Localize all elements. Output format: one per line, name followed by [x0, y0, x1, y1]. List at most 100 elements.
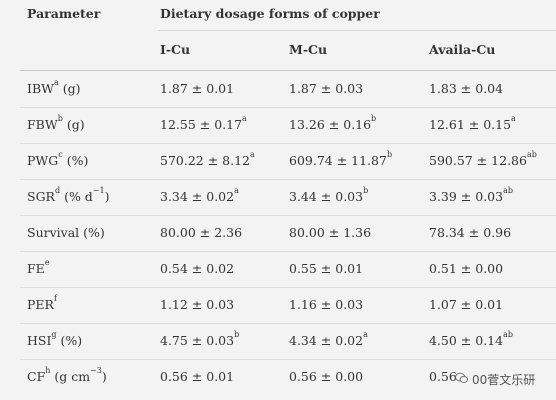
value-text: 0.54 ± 0.02	[160, 261, 235, 276]
value-cell-m-cu: 13.26 ± 0.16b	[289, 114, 377, 132]
value-text: 12.55 ± 0.17	[160, 117, 243, 132]
table-row: PERf 1.12 ± 0.03 1.16 ± 0.03 1.07 ± 0.01	[0, 288, 556, 324]
value-text: 1.16 ± 0.03	[289, 297, 364, 312]
parameter-name: PER	[27, 297, 54, 312]
parameter-unit: (g)	[58, 81, 81, 96]
value-cell-i-cu: 12.55 ± 0.17a	[160, 114, 247, 132]
header-group-title: Dietary dosage forms of copper	[160, 6, 380, 21]
row-divider	[20, 179, 556, 180]
significance-letter: b	[234, 330, 240, 339]
parameter-cell: SGRd (% d−1)	[27, 186, 110, 204]
significance-letter: a	[250, 150, 255, 159]
row-divider	[20, 251, 556, 252]
value-text: 13.26 ± 0.16	[289, 117, 372, 132]
value-cell-i-cu: 570.22 ± 8.12a	[160, 150, 255, 168]
value-cell-m-cu: 1.16 ± 0.03	[289, 297, 363, 312]
table-row: PWGc (%) 570.22 ± 8.12a 609.74 ± 11.87b 590…	[0, 144, 556, 180]
footnote-marker: h	[45, 366, 51, 375]
value-text: 1.87 ± 0.03	[289, 81, 364, 96]
value-cell-i-cu: 4.75 ± 0.03b	[160, 330, 240, 348]
header-row-columns: I-Cu M-Cu Availa-Cu	[0, 36, 556, 66]
value-cell-availa-cu: 0.56	[429, 369, 457, 384]
value-text: 1.12 ± 0.03	[160, 297, 235, 312]
header-divider	[20, 70, 556, 71]
footnote-marker: d	[54, 186, 61, 195]
significance-letter: ab	[503, 330, 513, 339]
parameter-unit: (g cm	[50, 369, 91, 384]
value-cell-availa-cu: 4.50 ± 0.14ab	[429, 330, 513, 348]
value-text: 1.87 ± 0.01	[160, 81, 235, 96]
value-cell-i-cu: 0.56 ± 0.01	[160, 369, 234, 384]
significance-letter: a	[511, 114, 516, 123]
parameter-cell: PERf	[27, 294, 57, 312]
value-cell-availa-cu: 3.39 ± 0.03ab	[429, 186, 513, 204]
column-header-i-cu: I-Cu	[160, 42, 191, 57]
value-cell-i-cu: 1.12 ± 0.03	[160, 297, 234, 312]
parameter-cell: IBWa (g)	[27, 78, 81, 96]
value-cell-m-cu: 1.87 ± 0.03	[289, 81, 363, 96]
value-cell-m-cu: 3.44 ± 0.03b	[289, 186, 368, 204]
value-text: 3.34 ± 0.02	[160, 189, 235, 204]
parameter-cell: FEe	[27, 258, 50, 276]
significance-letter: a	[234, 186, 239, 195]
value-cell-i-cu: 3.34 ± 0.02a	[160, 186, 239, 204]
value-text: 78.34 ± 0.96	[429, 225, 512, 240]
row-divider	[20, 143, 556, 144]
footnote-marker: b	[57, 114, 63, 123]
footnote-marker: f	[53, 294, 57, 303]
value-cell-availa-cu: 590.57 ± 12.86ab	[429, 150, 537, 168]
value-text: 590.57 ± 12.86	[429, 153, 527, 168]
value-text: 0.55 ± 0.01	[289, 261, 364, 276]
value-cell-m-cu: 80.00 ± 1.36	[289, 225, 371, 240]
value-cell-availa-cu: 12.61 ± 0.15a	[429, 114, 516, 132]
parameter-name: FE	[27, 261, 45, 276]
significance-letter: ab	[503, 186, 513, 195]
row-divider	[20, 215, 556, 216]
footnote-marker: g	[51, 330, 57, 339]
value-text: 0.56	[429, 369, 457, 384]
table-row: FBWb (g) 12.55 ± 0.17a 13.26 ± 0.16b 12.61 …	[0, 108, 556, 144]
parameter-cell: PWGc (%)	[27, 150, 88, 168]
row-divider	[20, 107, 556, 108]
value-text: 570.22 ± 8.12	[160, 153, 250, 168]
parameter-name: Survival	[27, 225, 80, 240]
parameter-name: PWG	[27, 153, 59, 168]
watermark-text: 00菅文乐研	[470, 371, 538, 388]
table-row: SGRd (% d−1) 3.34 ± 0.02a 3.44 ± 0.03b 3.39…	[0, 180, 556, 216]
header-parameter: Parameter	[27, 6, 101, 21]
parameter-unit: (%)	[56, 333, 83, 348]
significance-letter: a	[242, 114, 247, 123]
table-row: FEe 0.54 ± 0.02 0.55 ± 0.01 0.51 ± 0.00	[0, 252, 556, 288]
column-header-m-cu: M-Cu	[289, 42, 328, 57]
unit-close: )	[101, 369, 107, 384]
row-divider	[20, 359, 556, 360]
row-divider	[20, 323, 556, 324]
row-divider	[20, 287, 556, 288]
value-text: 80.00 ± 1.36	[289, 225, 372, 240]
parameter-cell: CFh (g cm−3)	[27, 366, 107, 384]
value-cell-availa-cu: 1.07 ± 0.01	[429, 297, 503, 312]
significance-letter: b	[371, 114, 377, 123]
value-cell-m-cu: 4.34 ± 0.02a	[289, 330, 368, 348]
footnote-marker: c	[58, 150, 63, 159]
parameter-unit: (g)	[62, 117, 85, 132]
value-cell-m-cu: 0.55 ± 0.01	[289, 261, 363, 276]
table-row: IBWa (g) 1.87 ± 0.01 1.87 ± 0.03 1.83 ± 0.0…	[0, 72, 556, 108]
value-cell-i-cu: 80.00 ± 2.36	[160, 225, 242, 240]
column-header-availa-cu: Availa-Cu	[429, 42, 496, 57]
unit-close: )	[104, 189, 110, 204]
parameter-name: IBW	[27, 81, 54, 96]
value-text: 4.50 ± 0.14	[429, 333, 504, 348]
value-text: 1.07 ± 0.01	[429, 297, 504, 312]
value-text: 80.00 ± 2.36	[160, 225, 243, 240]
significance-letter: ab	[526, 150, 537, 159]
significance-letter: a	[363, 330, 368, 339]
value-cell-availa-cu: 0.51 ± 0.00	[429, 261, 503, 276]
table-row: HSIg (%) 4.75 ± 0.03b 4.34 ± 0.02a 4.50 ± 0…	[0, 324, 556, 360]
parameter-name: FBW	[27, 117, 58, 132]
table-row: CFh (g cm−3) 0.56 ± 0.01 0.56 ± 0.00 0.56	[0, 360, 556, 396]
parameter-name: CF	[27, 369, 46, 384]
parameter-cell: FBWb (g)	[27, 114, 85, 132]
parameter-unit: (%)	[79, 225, 105, 240]
